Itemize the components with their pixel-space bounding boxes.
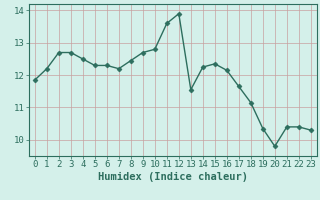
X-axis label: Humidex (Indice chaleur): Humidex (Indice chaleur) (98, 172, 248, 182)
